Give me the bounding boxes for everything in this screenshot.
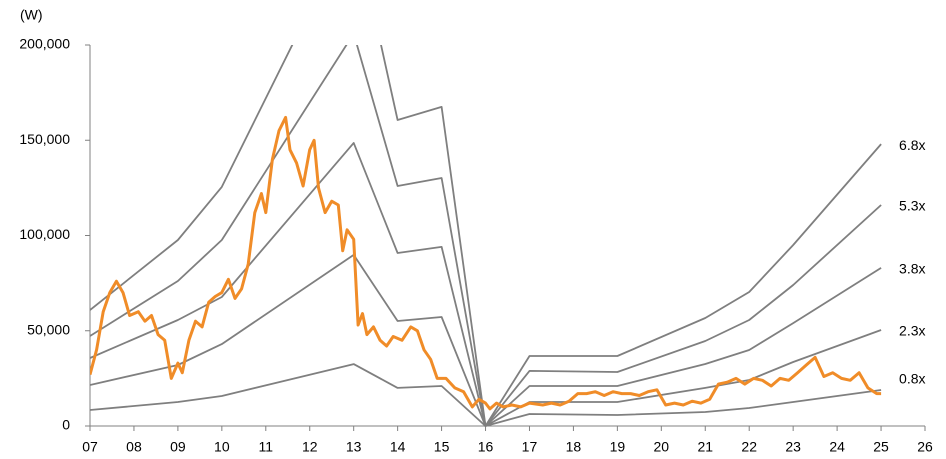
series-line (90, 254, 882, 427)
series-label: 0.8x (899, 371, 925, 387)
series-line (90, 142, 882, 427)
x-tick-label: 26 (917, 439, 933, 455)
y-tick-label: 100,000 (19, 226, 70, 242)
series-line (90, 363, 882, 427)
x-tick-label: 23 (785, 439, 801, 455)
x-tick-label: 19 (610, 439, 626, 455)
y-tick-label: 150,000 (19, 131, 70, 147)
x-tick-label: 11 (259, 439, 274, 455)
series-line (90, 115, 882, 411)
x-tick-label: 08 (126, 439, 142, 455)
x-tick-label: 25 (873, 439, 889, 455)
x-tick-label: 20 (654, 439, 670, 455)
y-tick-label: 50,000 (27, 321, 70, 337)
x-tick-label: 21 (697, 439, 713, 455)
x-tick-label: 07 (82, 439, 98, 455)
series-line (90, 45, 882, 427)
x-tick-label: 09 (170, 439, 186, 455)
x-tick-label: 22 (741, 439, 757, 455)
x-tick-label: 16 (478, 439, 494, 455)
y-tick-label: 200,000 (19, 36, 70, 52)
series-line (90, 45, 882, 427)
x-tick-label: 18 (566, 439, 582, 455)
x-tick-label: 17 (522, 439, 538, 455)
series-label: 5.3x (899, 198, 925, 214)
x-tick-label: 10 (214, 439, 230, 455)
x-tick-label: 24 (829, 439, 845, 455)
x-tick-label: 14 (390, 439, 406, 455)
series-label: 2.3x (899, 323, 925, 339)
x-tick-label: 13 (346, 439, 362, 455)
y-axis-label: (W) (20, 7, 43, 23)
y-tick-label: 0 (62, 417, 70, 433)
x-tick-label: 12 (302, 439, 318, 455)
series-label: 3.8x (899, 261, 925, 277)
x-tick-label: 15 (434, 439, 450, 455)
series-label: 6.8x (899, 137, 925, 153)
